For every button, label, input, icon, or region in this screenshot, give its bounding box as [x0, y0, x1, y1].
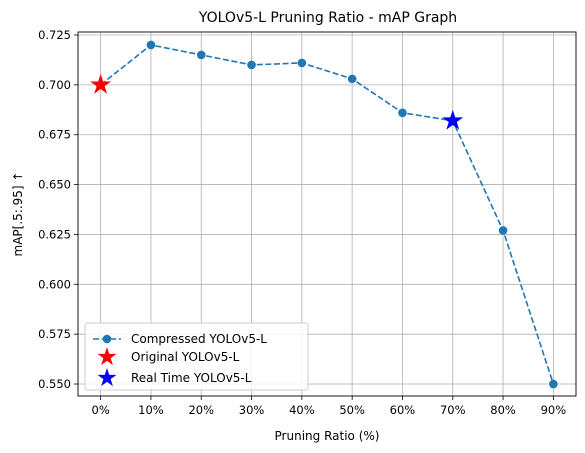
y-tick-label: 0.625 — [38, 227, 71, 241]
legend-marker-realtime — [97, 368, 117, 387]
y-tick-label: 0.675 — [38, 128, 71, 142]
legend-label-realtime: Real Time YOLOv5-L — [131, 371, 252, 385]
series-line-compressed — [100, 44, 555, 385]
legend-box — [84, 322, 309, 391]
data-point — [498, 226, 508, 235]
legend-label-compressed: Compressed YOLOv5-L — [131, 332, 267, 346]
y-tick-label: 0.575 — [38, 327, 71, 341]
data-point — [146, 40, 156, 50]
x-tick-label: 80% — [490, 403, 516, 417]
y-axis-label: mAP[.5:.95] ↑ — [11, 172, 25, 257]
legend-label-original: Original YOLOv5-L — [131, 350, 240, 364]
legend-marker-original — [97, 347, 117, 366]
y-tick-label: 0.550 — [38, 377, 71, 391]
x-tick-label: 0% — [92, 403, 110, 417]
chart-title: YOLOv5-L Pruning Ratio - mAP Graph — [198, 10, 457, 26]
legend-marker-compressed — [102, 334, 112, 344]
x-tick-label: 40% — [289, 403, 315, 417]
x-axis-label: Pruning Ratio (%) — [275, 429, 380, 443]
data-point — [549, 379, 558, 389]
y-tick-label: 0.725 — [38, 28, 71, 42]
data-point — [347, 74, 357, 84]
realtime-star-marker — [442, 109, 464, 130]
x-tick-label: 90% — [541, 403, 567, 417]
data-point — [297, 58, 307, 68]
ticks: 0% 10% 20% 30% 40% 50% 60% 70% 80% 90% 0.550 0.575 0… — [38, 28, 566, 417]
series-layer — [90, 40, 558, 389]
plot-frame — [77, 31, 577, 397]
data-point — [196, 50, 206, 60]
y-tick-label: 0.650 — [38, 178, 71, 192]
x-tick-label: 30% — [239, 403, 265, 417]
y-tick-label: 0.700 — [38, 78, 71, 92]
x-tick-label: 10% — [138, 403, 164, 417]
legend: Compressed YOLOv5-L Original YOLOv5-L Re… — [84, 322, 309, 391]
y-tick-label: 0.600 — [38, 277, 71, 291]
x-tick-label: 20% — [188, 403, 214, 417]
original-star-marker — [90, 73, 112, 94]
x-tick-label: 50% — [339, 403, 365, 417]
data-point — [398, 108, 407, 118]
data-point — [247, 60, 256, 70]
x-tick-label: 60% — [390, 403, 416, 417]
x-tick-label: 70% — [440, 403, 466, 417]
